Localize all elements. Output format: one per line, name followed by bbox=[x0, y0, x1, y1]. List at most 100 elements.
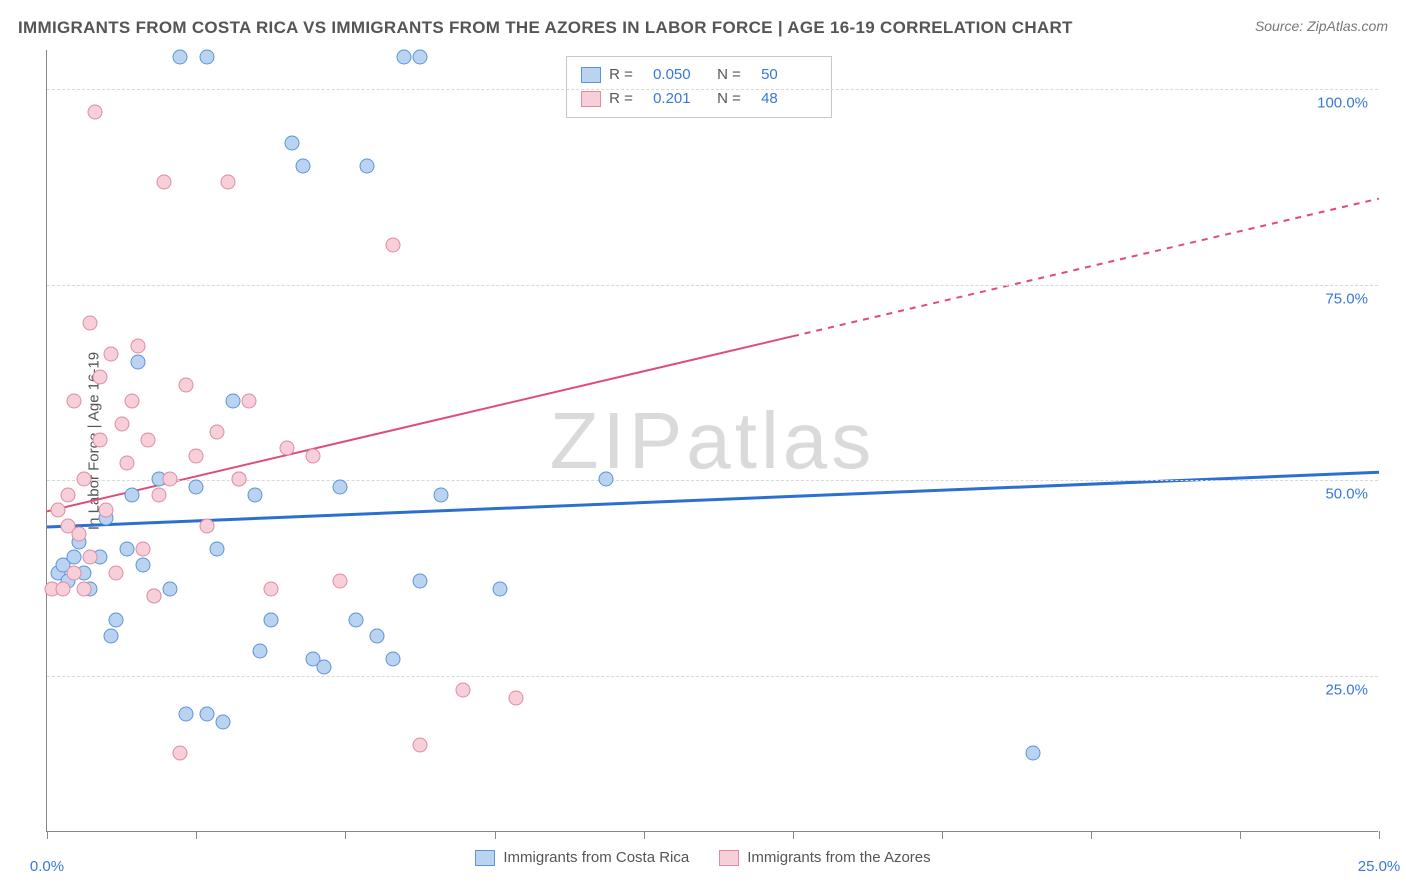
data-point bbox=[77, 472, 92, 487]
n-value: 50 bbox=[761, 63, 817, 87]
data-point bbox=[135, 558, 150, 573]
data-point bbox=[434, 487, 449, 502]
data-point bbox=[370, 628, 385, 643]
r-label: R = bbox=[609, 87, 645, 111]
n-label: N = bbox=[717, 87, 753, 111]
data-point bbox=[189, 448, 204, 463]
y-tick-label: 75.0% bbox=[1325, 290, 1368, 307]
data-point bbox=[253, 644, 268, 659]
n-label: N = bbox=[717, 63, 753, 87]
scatter-chart: In Labor Force | Age 16-19 ZIPatlas R =0… bbox=[46, 50, 1378, 832]
grid-line bbox=[47, 480, 1378, 481]
data-point bbox=[119, 542, 134, 557]
data-point bbox=[215, 714, 230, 729]
data-point bbox=[98, 503, 113, 518]
data-point bbox=[599, 472, 614, 487]
data-point bbox=[199, 49, 214, 64]
data-point bbox=[333, 479, 348, 494]
data-point bbox=[396, 49, 411, 64]
x-tick bbox=[942, 831, 943, 839]
data-point bbox=[135, 542, 150, 557]
chart-title: IMMIGRANTS FROM COSTA RICA VS IMMIGRANTS… bbox=[18, 18, 1073, 38]
data-point bbox=[285, 135, 300, 150]
data-point bbox=[66, 565, 81, 580]
data-point bbox=[412, 573, 427, 588]
data-point bbox=[279, 440, 294, 455]
data-point bbox=[189, 479, 204, 494]
data-point bbox=[82, 550, 97, 565]
legend-swatch bbox=[581, 67, 601, 83]
data-point bbox=[317, 659, 332, 674]
series-legend-item: Immigrants from Costa Rica bbox=[475, 849, 689, 866]
data-point bbox=[359, 159, 374, 174]
y-tick-label: 25.0% bbox=[1325, 681, 1368, 698]
data-point bbox=[247, 487, 262, 502]
series-legend-item: Immigrants from the Azores bbox=[719, 849, 930, 866]
data-point bbox=[162, 581, 177, 596]
data-point bbox=[178, 378, 193, 393]
data-point bbox=[210, 425, 225, 440]
series-name: Immigrants from Costa Rica bbox=[503, 849, 689, 866]
data-point bbox=[103, 628, 118, 643]
data-point bbox=[199, 519, 214, 534]
data-point bbox=[349, 612, 364, 627]
data-point bbox=[157, 174, 172, 189]
data-point bbox=[221, 174, 236, 189]
data-point bbox=[50, 503, 65, 518]
data-point bbox=[306, 448, 321, 463]
data-point bbox=[146, 589, 161, 604]
data-point bbox=[66, 393, 81, 408]
x-tick bbox=[1379, 831, 1380, 839]
data-point bbox=[103, 346, 118, 361]
correlation-legend: R =0.050N =50R =0.201N =48 bbox=[566, 56, 832, 118]
data-point bbox=[295, 159, 310, 174]
x-tick bbox=[47, 831, 48, 839]
grid-line bbox=[47, 89, 1378, 90]
series-name: Immigrants from the Azores bbox=[747, 849, 930, 866]
data-point bbox=[333, 573, 348, 588]
r-value: 0.050 bbox=[653, 63, 709, 87]
source-label: Source: ZipAtlas.com bbox=[1255, 18, 1388, 34]
x-tick bbox=[793, 831, 794, 839]
data-point bbox=[82, 315, 97, 330]
r-label: R = bbox=[609, 63, 645, 87]
data-point bbox=[210, 542, 225, 557]
data-point bbox=[55, 581, 70, 596]
legend-row: R = 0.050 N = 50 bbox=[581, 63, 817, 87]
grid-line bbox=[47, 676, 1378, 677]
data-point bbox=[242, 393, 257, 408]
data-point bbox=[178, 706, 193, 721]
x-tick bbox=[644, 831, 645, 839]
legend-swatch bbox=[475, 850, 495, 866]
data-point bbox=[455, 683, 470, 698]
regression-lines bbox=[47, 50, 1378, 831]
data-point bbox=[386, 651, 401, 666]
data-point bbox=[125, 393, 140, 408]
r-value: 0.201 bbox=[653, 87, 709, 111]
data-point bbox=[119, 456, 134, 471]
data-point bbox=[263, 612, 278, 627]
data-point bbox=[412, 737, 427, 752]
data-point bbox=[130, 339, 145, 354]
data-point bbox=[109, 612, 124, 627]
data-point bbox=[141, 433, 156, 448]
data-point bbox=[66, 550, 81, 565]
legend-swatch bbox=[581, 91, 601, 107]
x-tick bbox=[345, 831, 346, 839]
data-point bbox=[492, 581, 507, 596]
data-point bbox=[77, 581, 92, 596]
data-point bbox=[199, 706, 214, 721]
data-point bbox=[162, 472, 177, 487]
x-tick bbox=[495, 831, 496, 839]
grid-line bbox=[47, 285, 1378, 286]
data-point bbox=[386, 237, 401, 252]
data-point bbox=[93, 370, 108, 385]
data-point bbox=[412, 49, 427, 64]
y-tick-label: 100.0% bbox=[1317, 95, 1368, 112]
x-tick bbox=[196, 831, 197, 839]
series-legend: Immigrants from Costa Rica Immigrants fro… bbox=[0, 849, 1406, 866]
data-point bbox=[125, 487, 140, 502]
data-point bbox=[87, 104, 102, 119]
data-point bbox=[263, 581, 278, 596]
data-point bbox=[114, 417, 129, 432]
